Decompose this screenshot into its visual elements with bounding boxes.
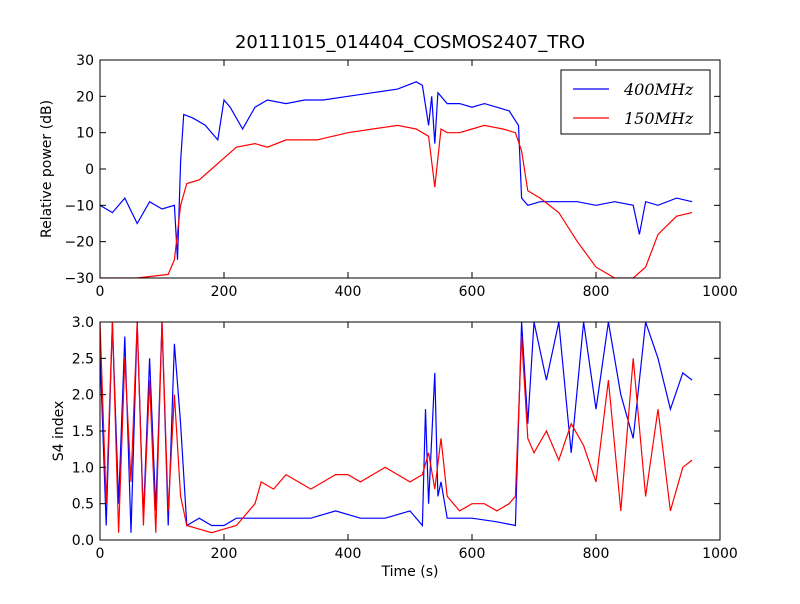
x-tick-label: 400 [335,546,362,562]
s4-index-subplot: 0 200 400 600 800 1000 0.0 0.5 1.0 1.5 2.0 2.5 3.0 S4… [51,315,738,580]
series-line-400mhz-plot1 [100,322,693,533]
legend-box [560,69,711,135]
series-line-400mhz-plot0 [100,81,693,260]
y-tick-label: −30 [64,271,94,287]
series-line-150mhz-plot0 [100,124,693,278]
y-axis-label: S4 index [51,401,67,462]
relative-power-subplot: 0 200 400 600 800 1000 −30 −20 −10 0 10 20 30 Relativ… [39,53,738,300]
y-tick-label: 30 [76,53,94,69]
x-tick-label: 600 [459,284,486,300]
y-tick-label: 10 [76,126,94,142]
legend-label: 150MHz [624,109,694,128]
y-tick-label: 1.0 [72,460,94,476]
x-tick-label: 400 [335,284,362,300]
y-tick-label: 0.5 [72,497,94,513]
x-axis-label: Time (s) [381,564,439,580]
legend-label: 400MHz [623,80,694,99]
series-line-150mhz-plot1 [100,322,693,534]
figure-title: 20111015_014404_COSMOS2407_TRO [235,32,585,53]
y-tick-label: 3.0 [72,315,94,331]
x-tick-label: 0 [96,284,105,300]
x-tick-label: 1000 [702,546,738,562]
x-tick-label: 800 [583,546,610,562]
y-tick-label: 0.0 [72,533,94,549]
x-tick-label: 200 [211,546,238,562]
y-tick-label: 20 [76,89,94,105]
y-tick-label: 2.0 [72,388,94,404]
y-tick-label: 2.5 [72,351,94,367]
y-tick-label: 0 [85,162,94,178]
x-tick-label: 800 [583,284,610,300]
y-tick-label: −20 [64,235,94,251]
y-axis-label: Relative power (dB) [39,100,55,238]
x-tick-label: 1000 [702,284,738,300]
x-tick-label: 600 [459,546,486,562]
x-tick-label: 200 [211,284,238,300]
legend: 400MHz 150MHz [560,69,711,135]
y-tick-label: 1.5 [72,424,94,440]
y-tick-label: −10 [64,198,94,214]
x-tick-label: 0 [96,546,105,562]
